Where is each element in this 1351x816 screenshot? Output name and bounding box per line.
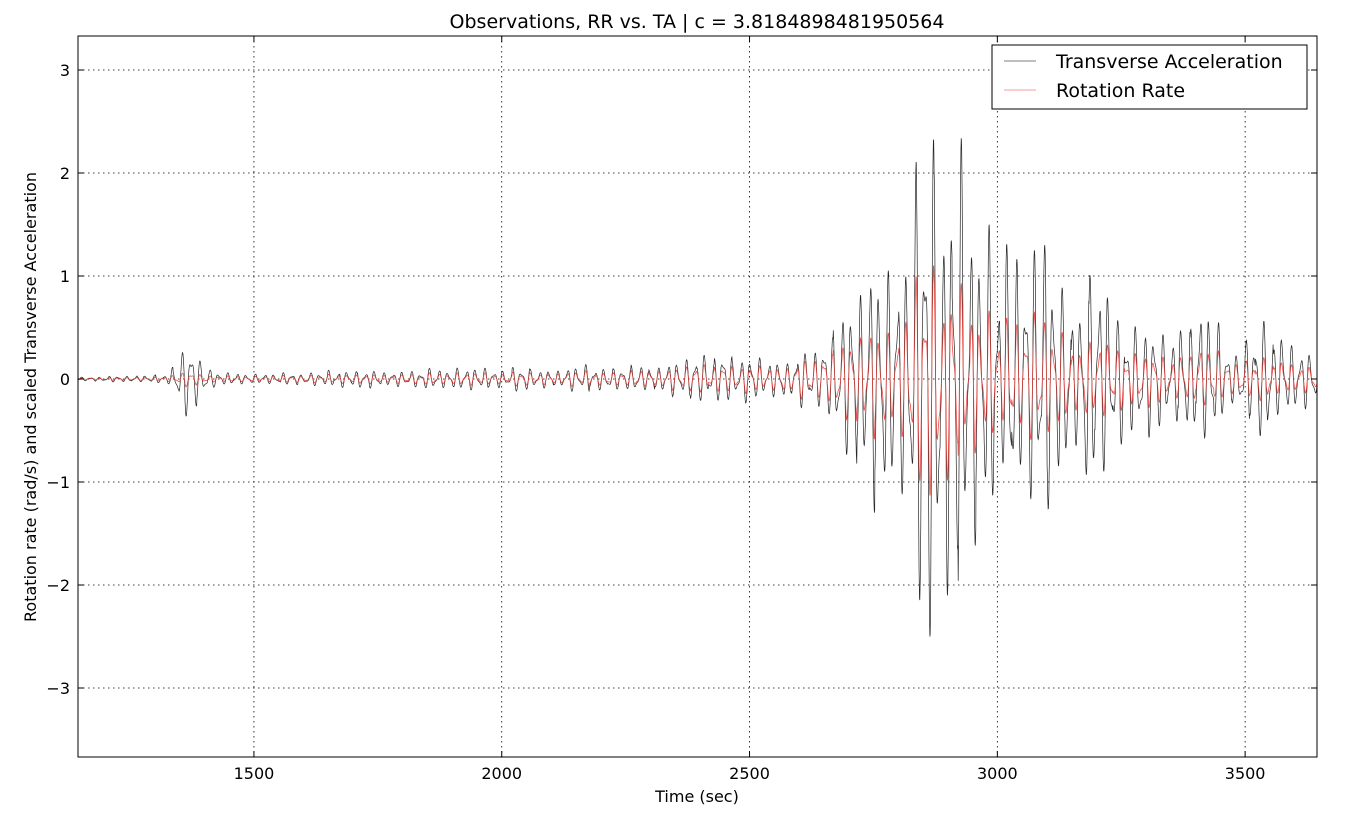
x-tick-label: 2000: [481, 764, 522, 783]
series-line-rotation-rate: [78, 265, 1317, 496]
x-tick-label: 1500: [234, 764, 275, 783]
axis-ticks: 1500 2000 2500 3000 3500 3 2 1 0 −1 −2 −3: [46, 36, 1317, 783]
x-tick-label: 3000: [977, 764, 1018, 783]
series-line-transverse-acceleration: [78, 137, 1317, 637]
y-tick-label: −2: [46, 576, 70, 595]
x-axis-label: Time (sec): [654, 787, 739, 806]
legend-label-rotation-rate: Rotation Rate: [1056, 80, 1185, 102]
plot-frame: [77, 35, 1318, 758]
legend-box: [991, 44, 1308, 110]
x-tick-label: 3500: [1225, 764, 1266, 783]
y-tick-label: 2: [60, 164, 70, 183]
legend-label-transverse-acceleration: Transverse Acceleration: [1055, 51, 1283, 73]
chart-title: Observations, RR vs. TA | c = 3.81848984…: [450, 11, 945, 33]
y-tick-label: −3: [46, 679, 70, 698]
y-tick-label: 0: [60, 370, 70, 389]
y-tick-label: 1: [60, 267, 70, 286]
x-tick-label: 2500: [729, 764, 770, 783]
y-axis-label: Rotation rate (rad/s) and scaled Transve…: [21, 172, 40, 622]
legend: Transverse Acceleration Rotation Rate: [991, 44, 1308, 110]
y-tick-label: 3: [60, 61, 70, 80]
y-tick-label: −1: [46, 473, 70, 492]
series-layer: [78, 137, 1317, 637]
grid: [78, 36, 1317, 757]
